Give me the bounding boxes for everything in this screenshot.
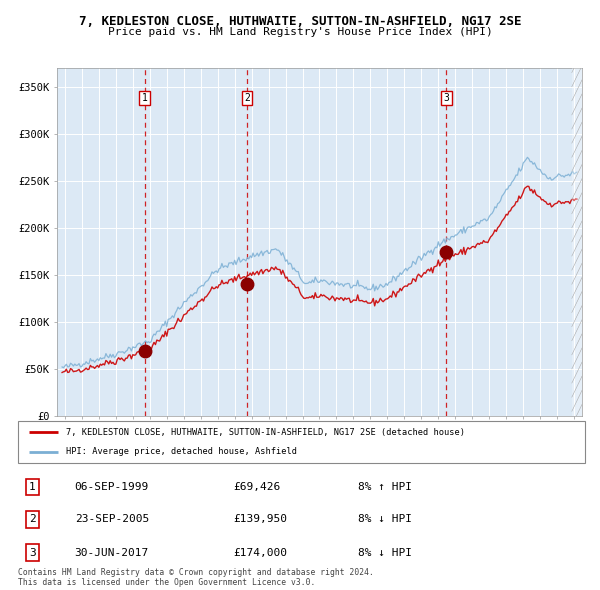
Text: £69,426: £69,426 bbox=[233, 483, 281, 492]
Text: 7, KEDLESTON CLOSE, HUTHWAITE, SUTTON-IN-ASHFIELD, NG17 2SE: 7, KEDLESTON CLOSE, HUTHWAITE, SUTTON-IN… bbox=[79, 15, 521, 28]
Text: HPI: Average price, detached house, Ashfield: HPI: Average price, detached house, Ashf… bbox=[66, 447, 297, 456]
Text: 2: 2 bbox=[29, 514, 35, 525]
Text: 7, KEDLESTON CLOSE, HUTHWAITE, SUTTON-IN-ASHFIELD, NG17 2SE (detached house): 7, KEDLESTON CLOSE, HUTHWAITE, SUTTON-IN… bbox=[66, 428, 465, 437]
Text: £174,000: £174,000 bbox=[233, 548, 287, 558]
Text: 3: 3 bbox=[443, 93, 449, 103]
Text: 2: 2 bbox=[244, 93, 250, 103]
Text: 3: 3 bbox=[29, 548, 35, 558]
FancyBboxPatch shape bbox=[18, 421, 585, 463]
Text: 30-JUN-2017: 30-JUN-2017 bbox=[75, 548, 149, 558]
Text: 8% ↓ HPI: 8% ↓ HPI bbox=[358, 548, 412, 558]
Text: 23-SEP-2005: 23-SEP-2005 bbox=[75, 514, 149, 525]
Text: £139,950: £139,950 bbox=[233, 514, 287, 525]
Text: 06-SEP-1999: 06-SEP-1999 bbox=[75, 483, 149, 492]
Text: Price paid vs. HM Land Registry's House Price Index (HPI): Price paid vs. HM Land Registry's House … bbox=[107, 27, 493, 37]
Text: 1: 1 bbox=[142, 93, 148, 103]
Text: 8% ↓ HPI: 8% ↓ HPI bbox=[358, 514, 412, 525]
Text: 1: 1 bbox=[29, 483, 35, 492]
Text: Contains HM Land Registry data © Crown copyright and database right 2024.
This d: Contains HM Land Registry data © Crown c… bbox=[18, 568, 374, 587]
Text: 8% ↑ HPI: 8% ↑ HPI bbox=[358, 483, 412, 492]
